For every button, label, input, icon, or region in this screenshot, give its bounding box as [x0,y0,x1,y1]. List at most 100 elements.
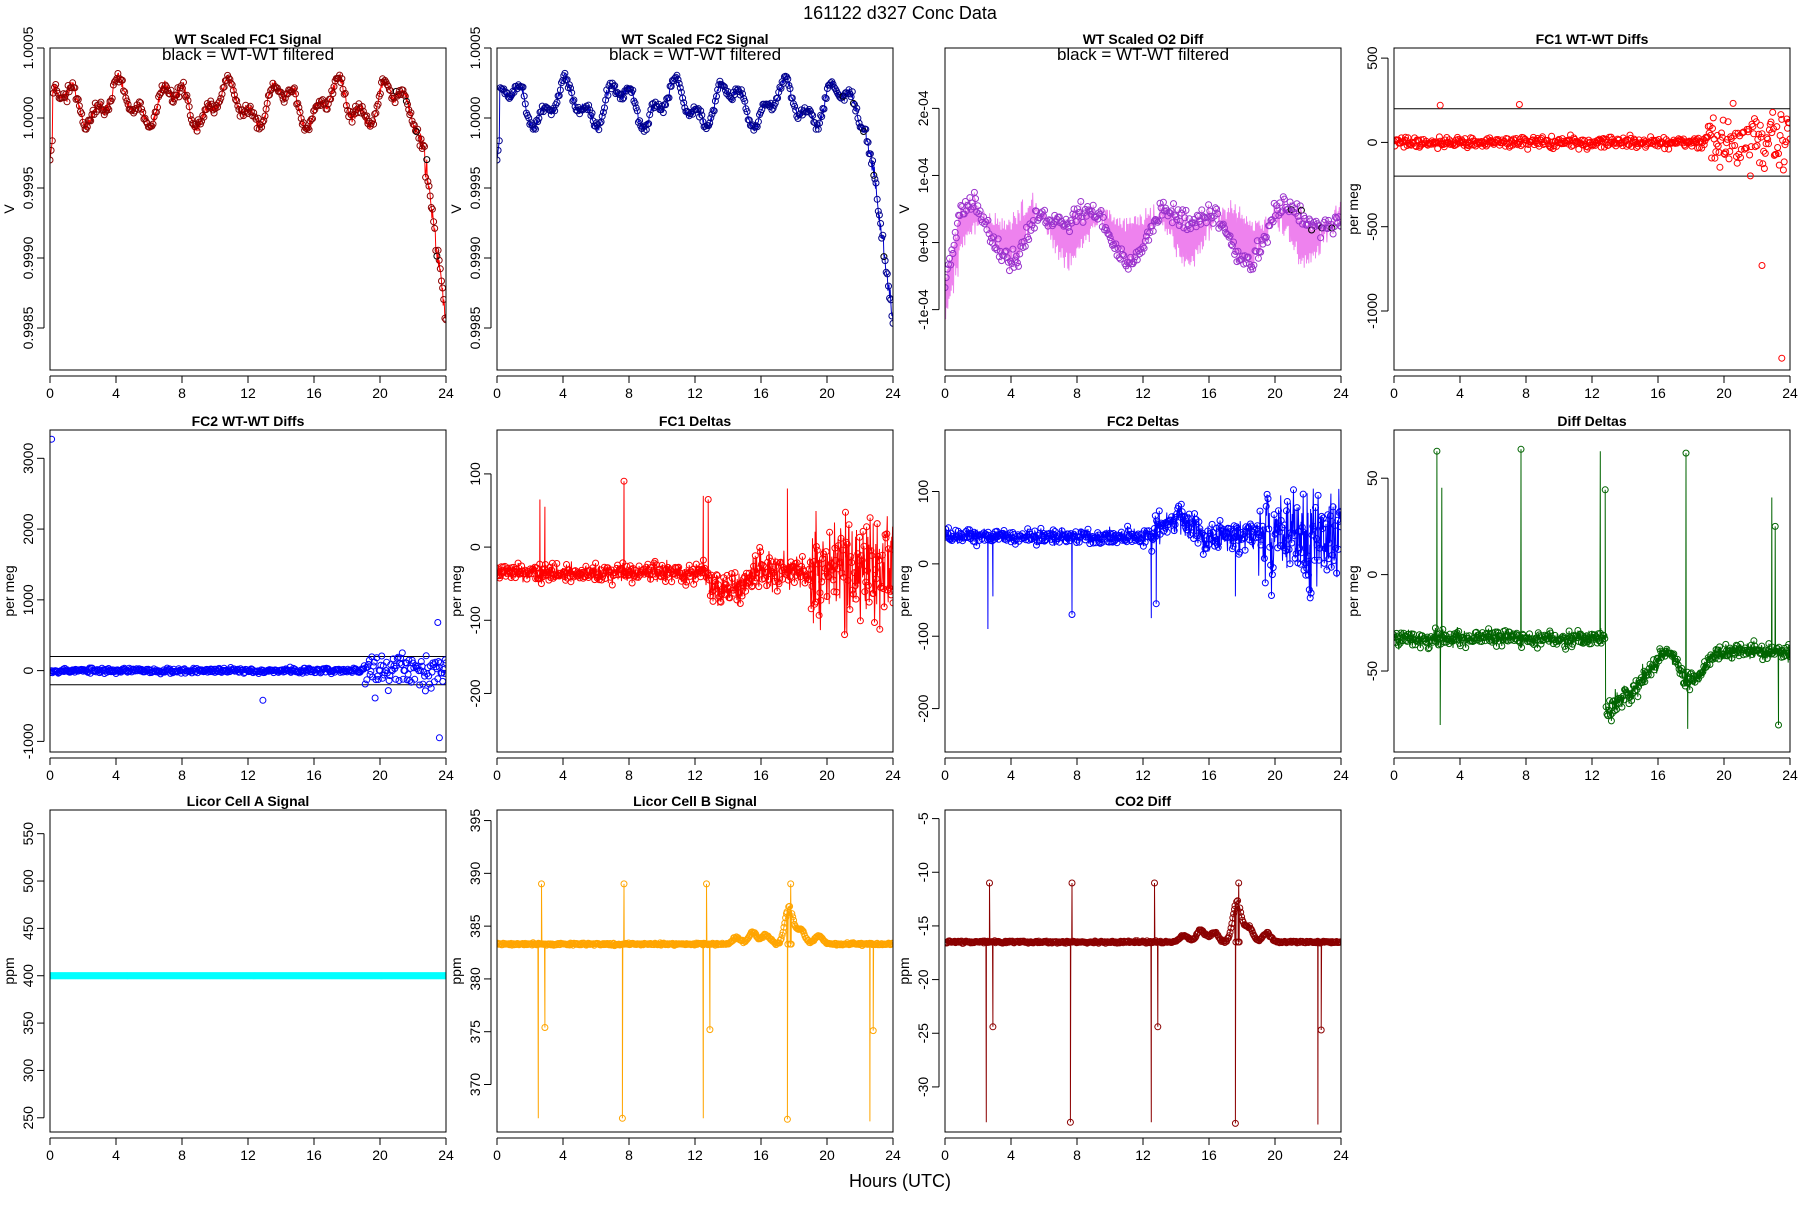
x-tick-label-p6: 16 [753,767,769,783]
x-tick-label-p2: 0 [493,385,501,401]
y-axis-label-p1: V [1,204,17,214]
plot-frame-p5 [50,430,446,752]
x-tick-label-p4: 0 [1390,385,1398,401]
x-tick-label-p5: 4 [112,767,120,783]
x-tick-label-p6: 4 [559,767,567,783]
chart-title-p7: FC2 Deltas [1107,413,1180,429]
y-tick-label-p8: -50 [1364,661,1380,681]
data-point-p4 [1717,164,1723,170]
x-tick-label-p3: 16 [1201,385,1217,401]
x-tick-label-p6: 12 [687,767,703,783]
x-tick-label-p9: 4 [112,1147,120,1163]
x-tick-label-p3: 4 [1007,385,1015,401]
y-axis-label-p2: V [448,204,464,214]
data-point-p4 [1747,152,1753,158]
y-axis-label-p10: ppm [448,957,464,984]
y-tick-label-p3: 2e-04 [915,90,931,126]
data-point-p4 [1780,167,1786,173]
y-tick-label-p2: 0.9990 [467,236,483,279]
data-point-p5 [436,735,442,741]
chart-annotation-p2: black = WT-WT filtered [609,45,781,64]
data-series-p5 [47,436,449,741]
y-tick-label-p9: 500 [20,869,36,893]
y-tick-label-p9: 400 [20,964,36,988]
x-tick-label-p8: 8 [1522,767,1530,783]
x-tick-label-p5: 16 [306,767,322,783]
x-tick-label-p9: 16 [306,1147,322,1163]
data-point-p5 [440,678,446,684]
y-tick-label-p5: -1000 [20,723,36,759]
x-tick-label-p7: 24 [1333,767,1349,783]
x-tick-label-p2: 16 [753,385,769,401]
x-axis-title: Hours (UTC) [849,1171,951,1191]
y-axis-label-p3: V [896,204,912,214]
x-tick-label-p8: 24 [1782,767,1798,783]
x-tick-label-p2: 4 [559,385,567,401]
data-point-p4 [1781,159,1787,165]
plot-frame-p4 [1394,48,1790,370]
data-point-p5 [372,695,378,701]
data-point-p4 [1775,145,1781,151]
data-series-p9 [47,973,449,979]
plot-frame-p8 [1394,430,1790,752]
y-axis-label-p7: per meg [896,565,912,616]
data-point-p5 [423,653,429,659]
x-tick-label-p4: 16 [1650,385,1666,401]
series-line-p10 [497,884,893,1122]
x-tick-label-p6: 0 [493,767,501,783]
data-point-p4 [1437,102,1443,108]
y-tick-label-p10: 390 [467,861,483,885]
y-tick-label-p3: -1e-04 [915,289,931,330]
y-tick-label-p7: -200 [915,694,931,722]
data-series-p3 [942,189,1344,319]
x-tick-label-p4: 12 [1584,385,1600,401]
y-tick-label-p9: 450 [20,916,36,940]
x-tick-label-p10: 0 [493,1147,501,1163]
data-point-p5 [422,688,428,694]
y-tick-label-p6: -100 [467,606,483,634]
y-tick-label-p3: 1e-04 [915,157,931,193]
x-tick-label-p2: 20 [819,385,835,401]
y-tick-label-p7: -100 [915,622,931,650]
x-tick-label-p8: 4 [1456,767,1464,783]
data-point-p5 [435,620,441,626]
data-point-p4 [1757,122,1763,128]
x-tick-label-p10: 4 [559,1147,567,1163]
x-tick-label-p7: 20 [1267,767,1283,783]
y-tick-label-p9: 300 [20,1059,36,1083]
y-tick-label-p1: 1.0000 [20,96,36,139]
y-tick-label-p8: 50 [1364,470,1380,486]
y-tick-label-p5: 2000 [20,513,36,544]
x-tick-label-p7: 12 [1135,767,1151,783]
x-tick-label-p7: 16 [1201,767,1217,783]
data-point-p4 [1734,160,1740,166]
x-tick-label-p5: 20 [372,767,388,783]
x-tick-label-p9: 20 [372,1147,388,1163]
y-tick-label-p3: 0e+00 [915,223,931,263]
x-tick-label-p9: 12 [240,1147,256,1163]
data-point-p4 [1727,149,1733,155]
y-tick-label-p1: 0.9985 [20,306,36,349]
plot-frame-p3 [945,48,1341,370]
data-series-p4 [1391,100,1793,361]
